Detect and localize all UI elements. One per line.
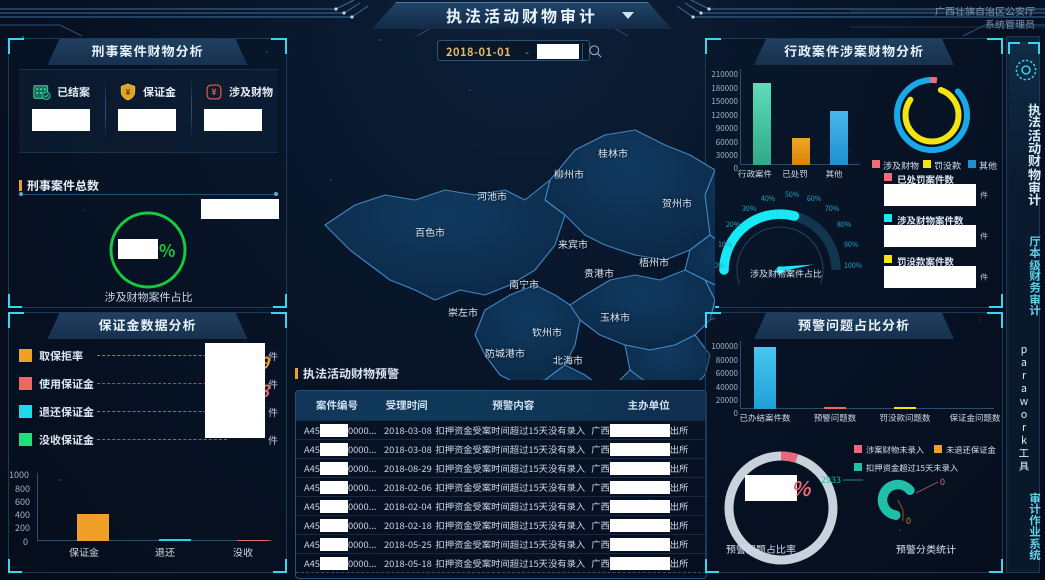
svg-text:¥: ¥ bbox=[211, 85, 217, 98]
svg-text:¥: ¥ bbox=[126, 87, 131, 98]
svg-text:0: 0 bbox=[906, 514, 911, 527]
svg-text:0: 0 bbox=[940, 475, 945, 488]
svg-text:2933: 2933 bbox=[821, 473, 841, 486]
